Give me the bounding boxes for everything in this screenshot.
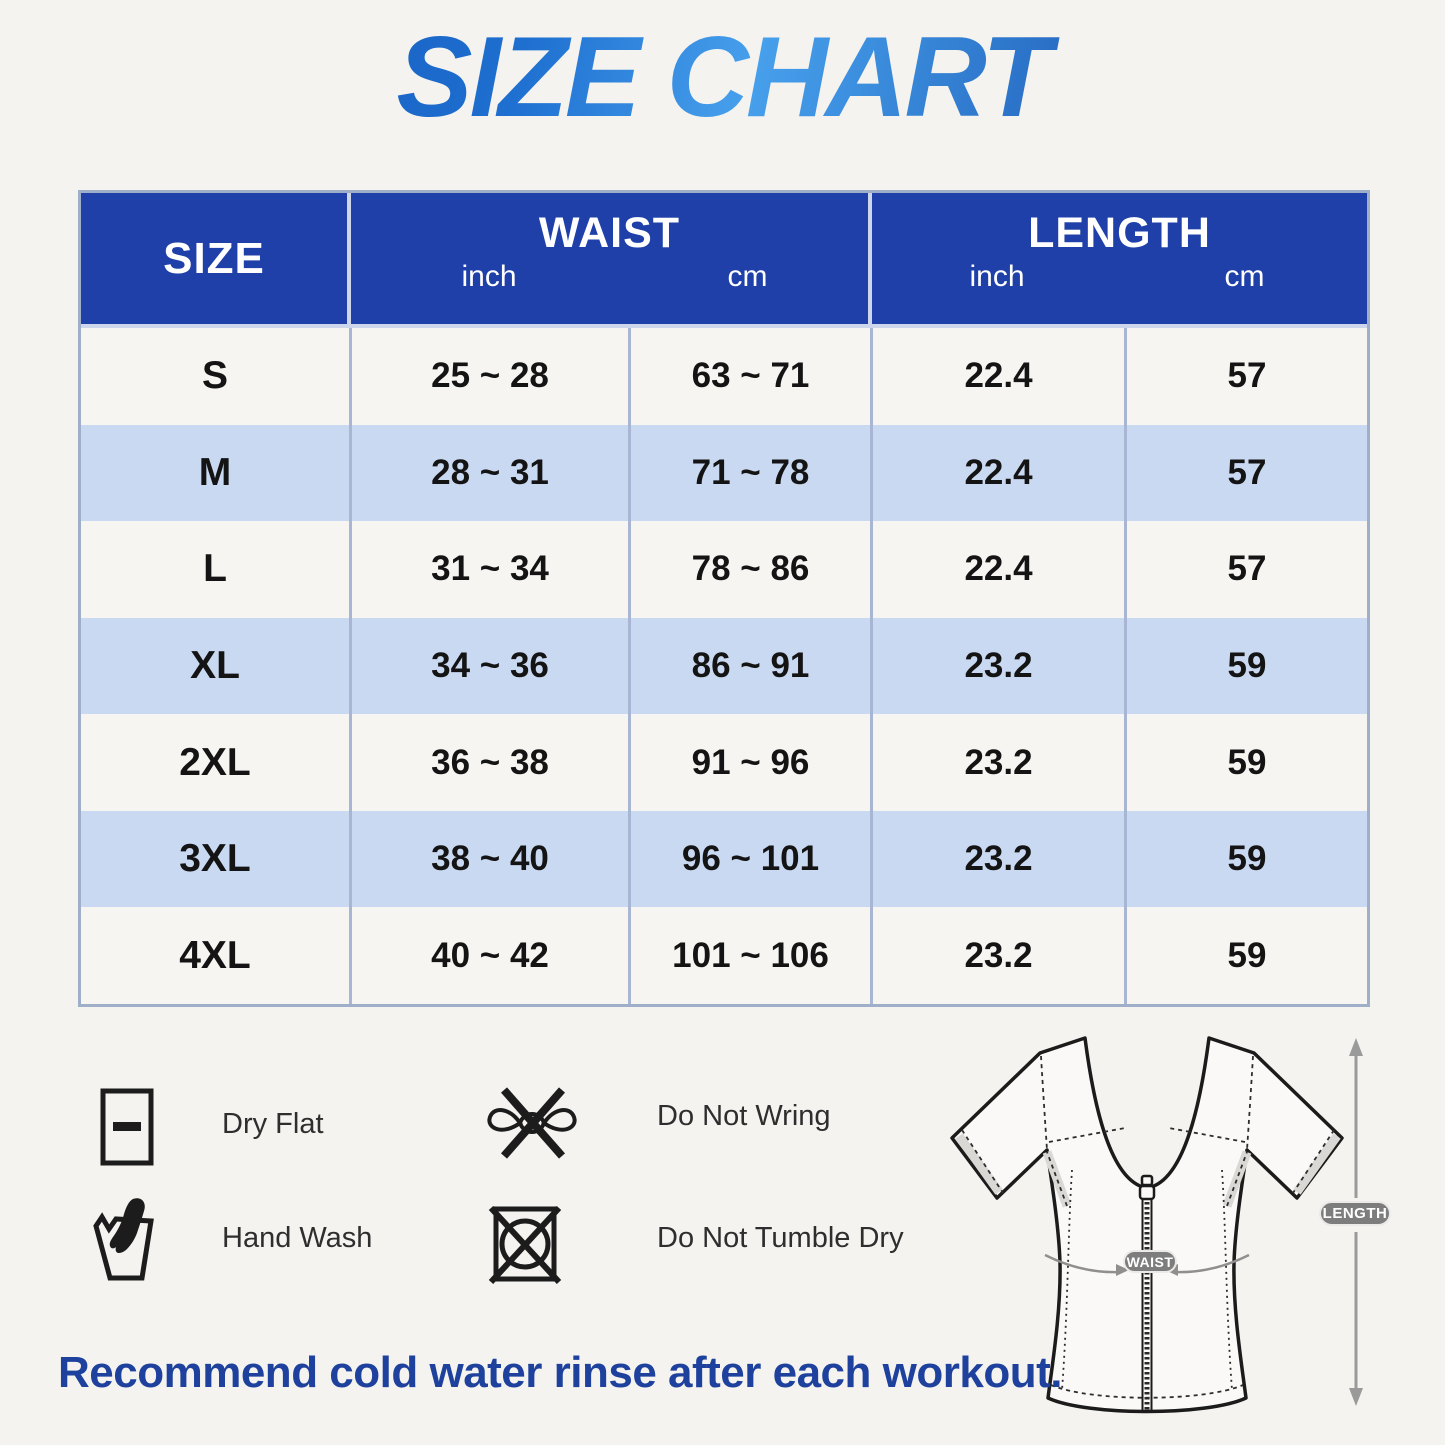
- dry-flat-icon: [100, 1088, 154, 1166]
- table-row-xl: XL 34 ~ 36 86 ~ 91 23.2 59: [81, 617, 1367, 715]
- cell-size: S: [201, 354, 228, 398]
- care-label-do-not-tumble-dry: Do Not Tumble Dry: [657, 1222, 904, 1254]
- garment-diagram: [950, 1036, 1363, 1414]
- cell-length-inch: 23.2: [870, 810, 1124, 908]
- size-table: SIZE WAIST inch cm LENGTH inch cm S 25 ~: [78, 190, 1370, 1007]
- cell-waist-inch: 31 ~ 34: [349, 521, 628, 618]
- cell-length-inch: 22.4: [870, 328, 1124, 425]
- cell-length-cm: 57: [1124, 521, 1367, 618]
- waist-unit-cm: cm: [727, 260, 768, 293]
- header-size-label: SIZE: [163, 233, 265, 283]
- zipper: [1138, 1174, 1156, 1412]
- cell-length-inch: 22.4: [870, 424, 1124, 522]
- cell-size: 3XL: [179, 837, 251, 881]
- cell-waist-inch: 38 ~ 40: [349, 810, 628, 908]
- cell-waist-cm: 63 ~ 71: [628, 328, 870, 425]
- cell-length-inch: 23.2: [870, 617, 1124, 715]
- cell-waist-cm: 96 ~ 101: [628, 810, 870, 908]
- header-waist-label: WAIST: [538, 209, 681, 257]
- cell-length-cm: 57: [1124, 424, 1367, 522]
- care-label-do-not-wring: Do Not Wring: [657, 1100, 831, 1132]
- cell-size: L: [203, 547, 227, 591]
- cell-size: XL: [190, 644, 240, 688]
- table-header-row: SIZE WAIST inch cm LENGTH inch cm: [81, 193, 1367, 328]
- cell-size: 2XL: [179, 740, 251, 784]
- do-not-wring-icon: [487, 1087, 577, 1159]
- do-not-tumble-dry-icon: [488, 1205, 562, 1285]
- footnote-text: Recommend cold water rinse after each wo…: [58, 1348, 1062, 1397]
- table-row-l: L 31 ~ 34 78 ~ 86 22.4 57: [81, 521, 1367, 618]
- length-units-row: inch cm: [872, 260, 1367, 294]
- cell-waist-cm: 101 ~ 106: [628, 907, 870, 1005]
- header-length-label: LENGTH: [1028, 209, 1211, 257]
- cell-length-cm: 57: [1124, 328, 1367, 425]
- table-body: S 25 ~ 28 63 ~ 71 22.4 57 M 28 ~ 31 71 ~…: [81, 328, 1367, 1005]
- cell-waist-inch: 40 ~ 42: [349, 907, 628, 1005]
- header-cell-waist: WAIST inch cm: [351, 193, 868, 324]
- table-row-4xl: 4XL 40 ~ 42 101 ~ 106 23.2 59: [81, 907, 1367, 1005]
- cell-length-inch: 23.2: [870, 907, 1124, 1005]
- waist-units-row: inch cm: [351, 260, 868, 294]
- table-row-2xl: 2XL 36 ~ 38 91 ~ 96 23.2 59: [81, 714, 1367, 811]
- seam-lines: [961, 1055, 1335, 1399]
- waist-badge: WAIST: [1123, 1250, 1177, 1273]
- cell-size: 4XL: [179, 933, 251, 977]
- waist-arrowhead-left: [1116, 1264, 1129, 1276]
- cell-waist-inch: 34 ~ 36: [349, 617, 628, 715]
- cell-size: M: [198, 450, 232, 494]
- cell-waist-inch: 25 ~ 28: [349, 328, 628, 425]
- table-row-s: S 25 ~ 28 63 ~ 71 22.4 57: [81, 328, 1367, 425]
- header-cell-size: SIZE: [81, 193, 347, 324]
- table-row-3xl: 3XL 38 ~ 40 96 ~ 101 23.2 59: [81, 810, 1367, 908]
- page-title: SIZE CHART: [0, 12, 1445, 143]
- waist-arrow: [1044, 1253, 1250, 1274]
- length-arrow: [1349, 1038, 1363, 1406]
- waist-unit-inch: inch: [461, 260, 517, 293]
- cell-length-inch: 22.4: [870, 521, 1124, 618]
- length-badge: LENGTH: [1319, 1201, 1391, 1226]
- care-label-dry-flat: Dry Flat: [222, 1108, 324, 1140]
- care-label-hand-wash: Hand Wash: [222, 1222, 373, 1254]
- hand-wash-icon: [93, 1198, 154, 1281]
- cell-waist-cm: 91 ~ 96: [628, 714, 870, 811]
- cell-waist-cm: 86 ~ 91: [628, 617, 870, 715]
- cell-waist-inch: 36 ~ 38: [349, 714, 628, 811]
- cell-length-cm: 59: [1124, 907, 1367, 1005]
- length-unit-cm: cm: [1224, 260, 1265, 293]
- cell-length-cm: 59: [1124, 810, 1367, 908]
- cell-length-inch: 23.2: [870, 714, 1124, 811]
- cell-length-cm: 59: [1124, 617, 1367, 715]
- table-row-m: M 28 ~ 31 71 ~ 78 22.4 57: [81, 424, 1367, 522]
- cell-length-cm: 59: [1124, 714, 1367, 811]
- cell-waist-cm: 78 ~ 86: [628, 521, 870, 618]
- header-cell-length: LENGTH inch cm: [872, 193, 1367, 324]
- cell-waist-cm: 71 ~ 78: [628, 424, 870, 522]
- princess-seams: [1061, 1169, 1233, 1391]
- length-unit-inch: inch: [969, 260, 1025, 293]
- cell-waist-inch: 28 ~ 31: [349, 424, 628, 522]
